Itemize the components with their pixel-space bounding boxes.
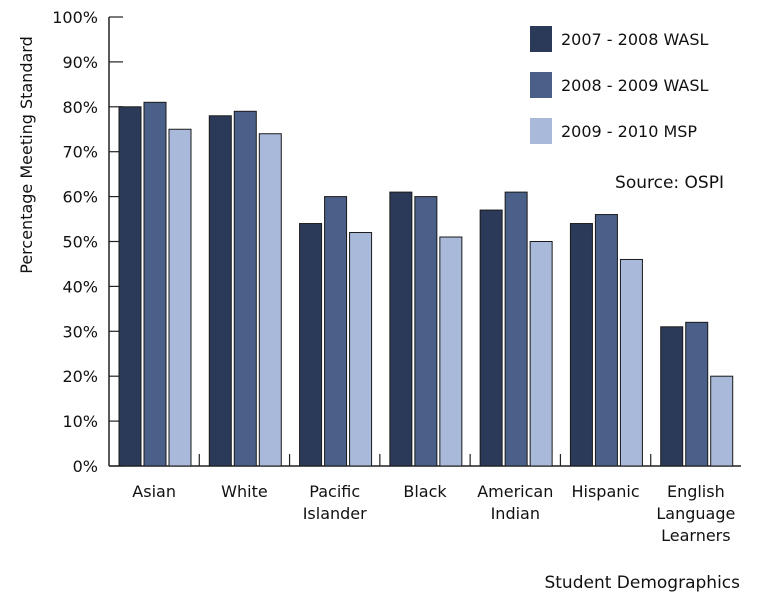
bar bbox=[258, 133, 282, 467]
y-tick-label: 90% bbox=[62, 53, 98, 72]
y-axis-label: Percentage Meeting Standard bbox=[17, 36, 36, 273]
bar bbox=[208, 115, 232, 467]
bar bbox=[619, 258, 643, 467]
bar bbox=[710, 375, 734, 467]
x-tick-label: White bbox=[221, 482, 268, 501]
y-tick-label: 20% bbox=[62, 367, 98, 386]
bar bbox=[324, 196, 348, 467]
bar bbox=[660, 326, 684, 467]
bar bbox=[529, 241, 553, 467]
bar bbox=[569, 223, 593, 467]
bar bbox=[479, 209, 503, 467]
y-tick-label: 70% bbox=[62, 143, 98, 162]
bar bbox=[168, 128, 192, 467]
x-tick-label: Black bbox=[403, 482, 447, 501]
y-tick-label: 30% bbox=[62, 322, 98, 341]
y-tick-label: 40% bbox=[62, 277, 98, 296]
x-tick-label: Learners bbox=[661, 526, 730, 545]
legend-swatch bbox=[530, 26, 552, 52]
legend-label: 2007 - 2008 WASL bbox=[561, 30, 709, 49]
y-tick-label: 10% bbox=[62, 412, 98, 431]
bar bbox=[504, 191, 528, 467]
x-tick-label: American bbox=[477, 482, 553, 501]
y-tick-label: 50% bbox=[62, 233, 98, 252]
legend-label: 2008 - 2009 WASL bbox=[561, 76, 709, 95]
y-tick-label: 100% bbox=[52, 8, 98, 27]
bar bbox=[439, 236, 463, 467]
bar bbox=[233, 110, 257, 467]
x-tick-label: Asian bbox=[132, 482, 176, 501]
x-tick-label: English bbox=[667, 482, 725, 501]
legend-swatch bbox=[530, 118, 552, 144]
bar bbox=[143, 101, 167, 467]
x-tick-label: Islander bbox=[303, 504, 367, 523]
y-tick-label: 80% bbox=[62, 98, 98, 117]
x-tick-label: Hispanic bbox=[571, 482, 639, 501]
bar bbox=[389, 191, 413, 467]
bar bbox=[594, 214, 618, 467]
bar bbox=[299, 223, 323, 467]
legend-label: 2009 - 2010 MSP bbox=[561, 122, 697, 141]
bar bbox=[349, 232, 373, 467]
bar bbox=[414, 196, 438, 467]
legend-swatch bbox=[530, 72, 552, 98]
x-tick-label: Pacific bbox=[309, 482, 360, 501]
x-tick-label: Language bbox=[656, 504, 735, 523]
x-axis-label: Student Demographics bbox=[544, 573, 740, 593]
bar bbox=[685, 321, 709, 467]
x-tick-label: Indian bbox=[491, 504, 540, 523]
y-tick-label: 60% bbox=[62, 188, 98, 207]
bar bbox=[118, 106, 142, 467]
y-tick-label: 0% bbox=[73, 457, 98, 476]
source-note: Source: OSPI bbox=[615, 173, 724, 193]
